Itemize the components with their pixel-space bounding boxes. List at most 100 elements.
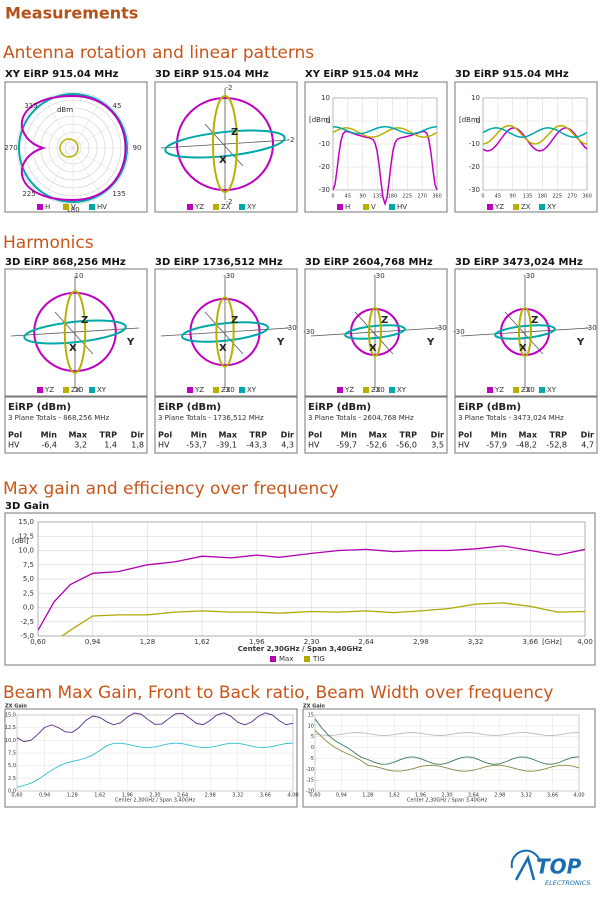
axis [354,311,394,355]
panel-frame [304,396,448,454]
legend-label: ZX [371,386,381,394]
y-tick-label: 0 [311,745,314,751]
table-subtitle: 3 Plane Totals - 3473,024 MHz [458,414,564,422]
column-header: Pol [158,431,172,440]
x-tick-label: 0,60 [309,793,320,799]
column-header: TRP [550,431,568,440]
y-tick-label: 10 [471,94,480,102]
table-cell: HV [158,441,170,450]
panel-frame [304,268,448,397]
legend-label: ZX [221,386,231,394]
chart-footer: Center 2,30GHz / Span 3,40GHz [238,645,362,653]
beam-trace [16,742,294,788]
yz-trace [189,297,261,367]
axis-value: -30 [285,324,296,332]
legend-swatch [389,387,395,393]
chart-title: ZX Gain [303,704,325,710]
x-tick-label: 1,62 [389,793,400,799]
polar-label: dBm [57,106,73,114]
table-cell: -48,2 [516,441,537,450]
y-axis-label: [dBi] [12,537,29,545]
y-tick-label: -5,0 [20,632,34,640]
legend-label: YZ [494,203,504,211]
y-tick-label: 10 [321,94,330,102]
axis-name: Z [531,315,538,326]
column-header: Min [491,431,508,440]
column-header: Dir [581,431,594,440]
axis-value: -30 [585,324,596,332]
yz-trace [176,97,274,191]
x-tick-label: 45 [345,194,351,200]
legend-swatch [213,387,219,393]
x-tick-label: 0,94 [336,793,347,799]
column-header: Min [41,431,58,440]
x-tick-label: 180 [388,194,398,200]
y-tick-label: 0 [476,117,480,125]
table-subtitle: 3 Plane Totals - 2604,768 MHz [308,414,414,422]
y-tick-label: 0,0 [23,604,34,612]
polar-label: 225 [22,190,35,198]
zx-trace [518,307,532,357]
column-header: Max [368,431,387,440]
legend-label: ZX [221,203,231,211]
panel-title: 3D EiRP 2604,768 MHz [305,257,433,268]
legend-label: V [71,203,76,211]
x-tick-label: 1,62 [94,793,105,799]
y-unit: [dBm] [459,116,481,124]
table-cell: HV [8,441,20,450]
x-tick-label: 3,66 [260,793,271,799]
legend-label: ZX [521,386,531,394]
x-tick-label: 2,30 [149,793,160,799]
x-tick-label: 3,66 [547,793,558,799]
x-tick-label: 360 [432,194,442,200]
legend-label: YZ [344,386,354,394]
axis-value: -2 [226,198,233,206]
polar-label: 180 [66,206,79,214]
axis-name: X [519,343,527,354]
yz-trace [33,291,117,373]
x-tick-label: 90 [360,194,366,200]
legend-swatch [63,387,69,393]
y-tick-label: -10 [319,140,330,148]
x-tick-label: 135 [373,194,383,200]
table-cell: -6,4 [41,441,57,450]
y-tick-label: 10,0 [18,547,34,555]
y-tick-label: -15 [306,778,314,784]
panel-frame [4,81,148,213]
plot-area [314,714,580,792]
y-tick-label: 7,5 [23,561,34,569]
legend-label: ZX [71,386,81,394]
axis-value: -30 [523,386,534,394]
table-heading: EiRP (dBm) [308,402,371,413]
panel-frame [4,268,148,397]
legend-label: XY [547,386,557,394]
column-header: Pol [8,431,22,440]
legend-label: YZ [494,386,504,394]
y-tick-label: -30 [469,186,480,194]
y-tick-label: -20 [469,163,480,171]
y-tick-label: 0,0 [8,789,16,795]
polar-spoke [24,119,122,177]
legend-swatch [187,387,193,393]
axis-value: -30 [523,272,534,280]
page-title: Measurements [5,4,138,23]
chart-title: 3D Gain [5,501,49,512]
axis [54,311,94,355]
axis-name: Y [576,337,585,348]
legend-label: Max [279,655,293,663]
legend-label: TIG [312,655,325,663]
legend-label: YZ [194,203,204,211]
axis-name: Z [231,315,238,326]
logo-tagline: ELECTRONICS [545,879,591,887]
legend-label: H [345,203,350,211]
legend-label: H [45,203,50,211]
logo-icon [514,854,536,881]
v-trace [59,138,79,158]
column-header: Dir [431,431,444,440]
panel-title: 3D EiRP 3473,024 MHz [455,257,583,268]
logo: TOP ELECTRONICS [510,849,591,887]
x-tick-label: 0 [331,194,334,200]
panel-frame [154,396,298,454]
xy-trace [344,324,406,340]
panel-title: XY EiRP 915.04 MHz [305,69,419,80]
